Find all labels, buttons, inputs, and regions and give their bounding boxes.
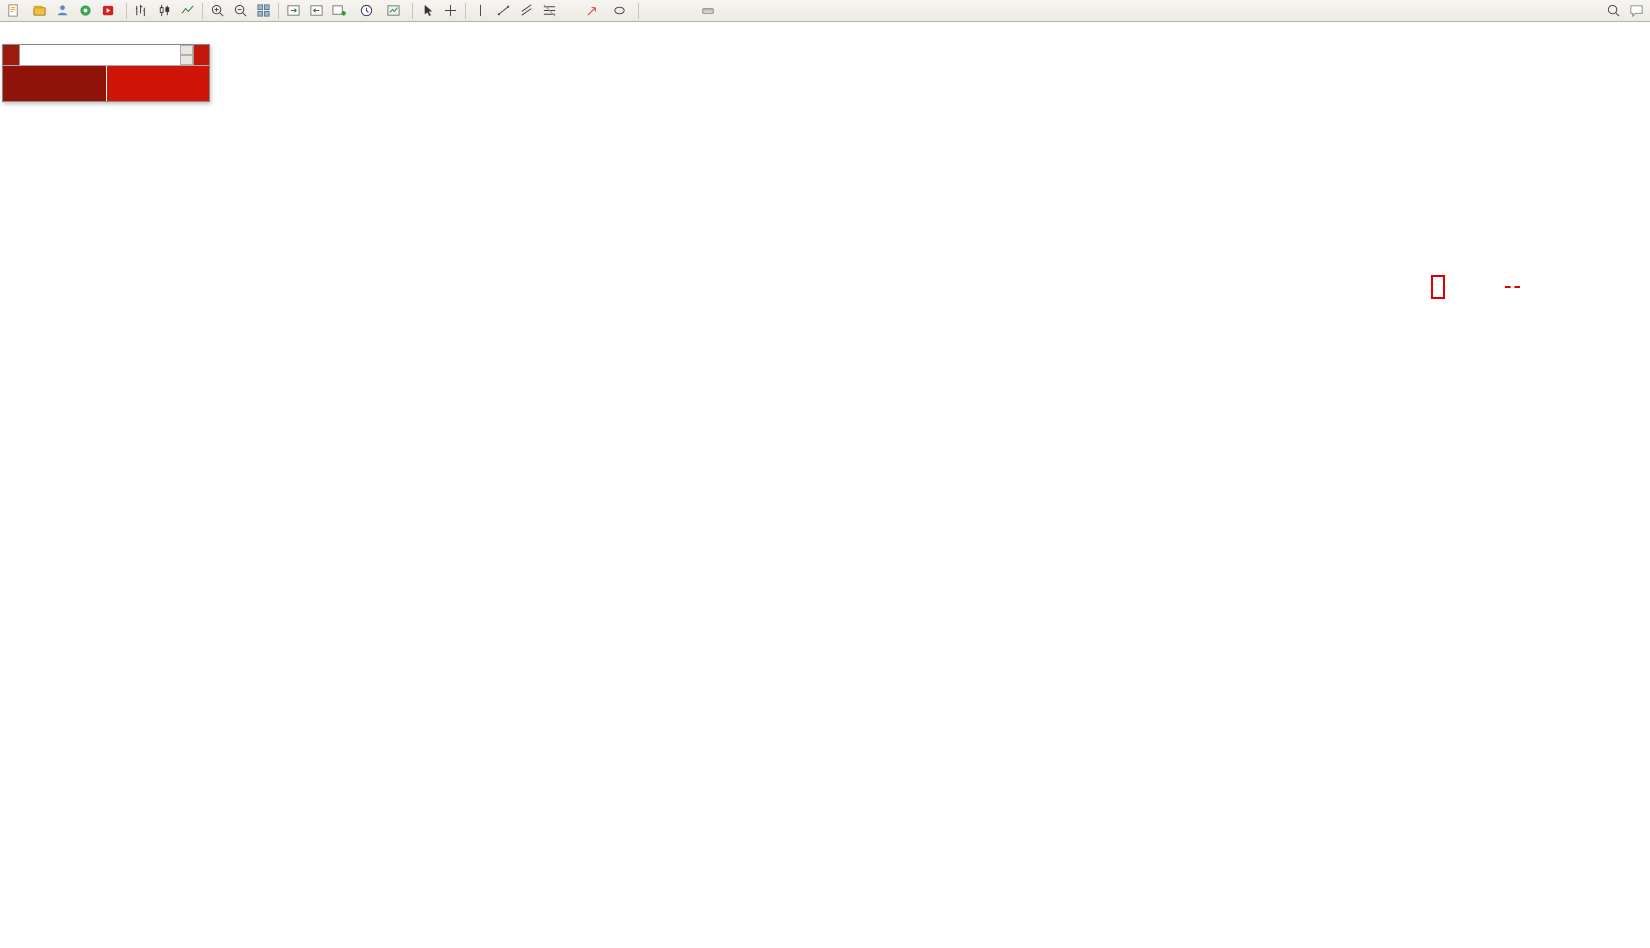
auto-scroll-icon <box>287 5 300 16</box>
community-button[interactable] <box>74 1 97 21</box>
volume-input[interactable] <box>19 45 180 65</box>
new-order-button[interactable] <box>2 1 28 21</box>
channel-icon <box>521 4 532 16</box>
zoom-out-button[interactable] <box>229 1 252 21</box>
timeframe-m15-button[interactable] <box>666 8 678 14</box>
community-icon <box>80 5 91 16</box>
autotrading-icon <box>102 5 114 16</box>
new-order-icon <box>8 4 18 17</box>
symbol-info <box>8 30 18 42</box>
tile-windows-icon <box>257 4 270 17</box>
wallet-icon <box>33 5 46 16</box>
line-chart-button[interactable] <box>176 1 199 21</box>
toolbar-separator <box>126 2 127 19</box>
shapes-icon <box>614 6 625 15</box>
timeframe-m1-button[interactable] <box>642 8 654 14</box>
line-chart-icon <box>181 5 194 14</box>
template-icon <box>387 5 400 16</box>
arrows-tool-button[interactable] <box>581 1 608 21</box>
zoom-in-icon <box>211 4 224 17</box>
timeframe-d1-button[interactable] <box>714 8 726 14</box>
volume-up-button[interactable] <box>179 45 193 55</box>
timeframe-m5-button[interactable] <box>654 8 666 14</box>
arrow-tool-icon <box>587 7 596 16</box>
timeframe-m30-button[interactable] <box>678 8 690 14</box>
zoom-in-button[interactable] <box>206 1 229 21</box>
sell-button[interactable] <box>3 45 19 65</box>
periods-button[interactable] <box>355 1 382 21</box>
toolbar-separator <box>412 2 413 19</box>
sell-price-button[interactable] <box>3 66 107 101</box>
search-icon <box>1607 4 1620 17</box>
buy-price-button[interactable] <box>106 66 209 101</box>
accounts-button[interactable] <box>51 1 74 21</box>
fibonacci-icon <box>543 4 556 17</box>
main-toolbar <box>0 0 1650 22</box>
volume-down-button[interactable] <box>179 55 193 65</box>
toolbar-separator <box>202 2 203 19</box>
shapes-tool-button[interactable] <box>608 1 635 21</box>
fibonacci-tool-button[interactable] <box>538 1 561 21</box>
cursor-icon <box>424 4 433 17</box>
templates-button[interactable] <box>382 1 409 21</box>
search-button[interactable] <box>1602 1 1625 21</box>
timeframe-mn-button[interactable] <box>738 8 750 14</box>
timeframe-h4-button[interactable] <box>702 7 714 14</box>
auto-scroll-button[interactable] <box>282 1 305 21</box>
account-person-icon <box>57 5 68 16</box>
tile-windows-button[interactable] <box>252 1 275 21</box>
bar-chart-icon <box>135 4 145 17</box>
channel-tool-button[interactable] <box>515 1 538 21</box>
chat-button[interactable] <box>1625 1 1648 21</box>
bar-chart-button[interactable] <box>130 1 153 21</box>
timeframe-w1-button[interactable] <box>726 8 738 14</box>
trendline-icon <box>497 5 510 16</box>
clock-icon <box>360 4 373 17</box>
chat-bubble-icon <box>1630 5 1643 18</box>
price-level-annotation <box>1431 275 1445 299</box>
toolbar-separator <box>465 2 466 19</box>
candlestick-chart-icon <box>159 4 170 17</box>
chart-shift-icon <box>310 5 323 16</box>
one-click-trading-panel <box>2 44 210 102</box>
cursor-tool-button[interactable] <box>416 1 439 21</box>
autotrading-button[interactable] <box>97 1 123 21</box>
toolbar-separator <box>278 2 279 19</box>
vertical-line-icon <box>480 4 481 17</box>
chart-shift-button[interactable] <box>305 1 328 21</box>
annotation-connector-line <box>1505 286 1520 288</box>
deposit-button[interactable] <box>28 1 51 21</box>
vertical-line-tool-button[interactable] <box>469 1 492 21</box>
buy-button[interactable] <box>193 45 209 65</box>
indicators-button[interactable] <box>328 1 355 21</box>
toolbar-separator <box>638 2 639 19</box>
trendline-tool-button[interactable] <box>492 1 515 21</box>
text-tool-button[interactable] <box>561 1 581 21</box>
volume-spinner <box>179 45 193 65</box>
candlestick-chart-button[interactable] <box>153 1 176 21</box>
add-indicator-icon <box>332 5 347 16</box>
crosshair-tool-button[interactable] <box>439 1 462 21</box>
zoom-out-icon <box>234 4 247 17</box>
crosshair-icon <box>444 4 457 17</box>
volume-box <box>18 45 194 65</box>
timeframe-h1-button[interactable] <box>690 8 702 14</box>
